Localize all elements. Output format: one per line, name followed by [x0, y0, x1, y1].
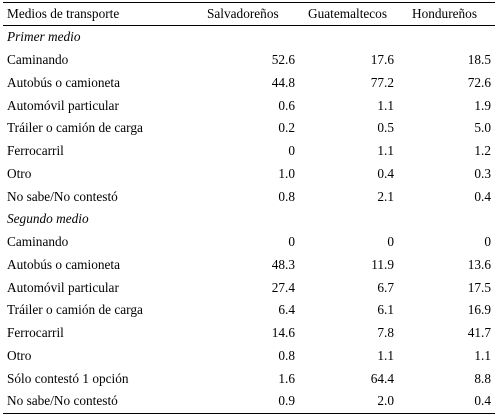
transport-table: Medios de transporte Salvadoreños Guatem…	[3, 2, 495, 414]
row-label: Tráiler o camión de carga	[7, 120, 143, 136]
cell-salvadorenos: 27.4	[271, 279, 295, 295]
table-row: Sólo contestó 1 opción 1.6 64.4 8.8	[3, 367, 495, 390]
cell-guatemaltecos: 2.1	[377, 188, 394, 204]
cell-guatemaltecos: 1.1	[377, 97, 394, 113]
row-label: Caminando	[7, 234, 69, 250]
table-row: Caminando 0 0 0	[3, 231, 495, 254]
table-row: No sabe/No contestó 0.8 2.1 0.4	[3, 185, 495, 208]
cell-guatemaltecos: 2.0	[377, 393, 394, 409]
cell-hondurenos: 13.6	[467, 256, 491, 272]
cell-hondurenos: 8.8	[474, 370, 491, 386]
cell-guatemaltecos: 1.1	[377, 143, 394, 159]
row-label: No sabe/No contestó	[7, 188, 118, 204]
table-row: Otro 0.8 1.1 1.1	[3, 345, 495, 368]
header-salvadorenos: Salvadoreños	[207, 6, 279, 21]
cell-hondurenos: 72.6	[467, 74, 491, 90]
row-label: No sabe/No contestó	[7, 393, 118, 409]
cell-hondurenos: 18.5	[467, 52, 491, 68]
table-row: Caminando 52.6 17.6 18.5	[3, 49, 495, 72]
section-title-row: Primer medio	[3, 26, 495, 49]
table-row: Automóvil particular 27.4 6.7 17.5	[3, 276, 495, 299]
header-hondurenos: Hondureños	[412, 6, 477, 21]
section-title-row: Segundo medio	[3, 208, 495, 231]
cell-salvadorenos: 48.3	[271, 256, 295, 272]
cell-salvadorenos: 52.6	[271, 52, 295, 68]
cell-guatemaltecos: 1.1	[377, 347, 394, 363]
cell-guatemaltecos: 0	[387, 234, 394, 250]
section-title: Segundo medio	[7, 211, 89, 227]
cell-guatemaltecos: 0.5	[377, 120, 394, 136]
table-row: Automóvil particular 0.6 1.1 1.9	[3, 94, 495, 117]
cell-hondurenos: 17.5	[467, 279, 491, 295]
cell-hondurenos: 1.9	[474, 97, 491, 113]
row-label: Automóvil particular	[7, 97, 119, 113]
row-label: Caminando	[7, 52, 69, 68]
cell-guatemaltecos: 11.9	[371, 256, 394, 272]
table-row: Autobús o camioneta 48.3 11.9 13.6	[3, 254, 495, 277]
cell-hondurenos: 0.4	[474, 393, 491, 409]
table-row: Ferrocarril 14.6 7.8 41.7	[3, 322, 495, 345]
cell-hondurenos: 41.7	[467, 325, 491, 341]
cell-salvadorenos: 6.4	[278, 302, 295, 318]
row-label: Autobús o camioneta	[7, 256, 120, 272]
cell-hondurenos: 1.1	[474, 347, 491, 363]
cell-hondurenos: 0.3	[474, 165, 491, 181]
cell-salvadorenos: 0	[288, 143, 295, 159]
cell-salvadorenos: 0	[288, 234, 295, 250]
cell-hondurenos: 1.2	[474, 143, 491, 159]
cell-salvadorenos: 0.2	[278, 120, 295, 136]
row-label: Ferrocarril	[7, 143, 64, 159]
header-guatemaltecos: Guatemaltecos	[308, 6, 388, 21]
cell-guatemaltecos: 77.2	[370, 74, 394, 90]
cell-salvadorenos: 0.8	[278, 188, 295, 204]
cell-hondurenos: 5.0	[474, 120, 491, 136]
table-header-row: Medios de transporte Salvadoreños Guatem…	[3, 3, 495, 26]
cell-hondurenos: 16.9	[467, 302, 491, 318]
cell-salvadorenos: 0.9	[278, 393, 295, 409]
cell-salvadorenos: 14.6	[271, 325, 295, 341]
row-label: Automóvil particular	[7, 279, 119, 295]
row-label: Otro	[7, 347, 32, 363]
cell-hondurenos: 0	[484, 234, 491, 250]
table-row: Tráiler o camión de carga 6.4 6.1 16.9	[3, 299, 495, 322]
section-title: Primer medio	[7, 29, 81, 45]
table-row: No sabe/No contestó 0.9 2.0 0.4	[3, 390, 495, 413]
cell-guatemaltecos: 7.8	[377, 325, 394, 341]
header-transport-means: Medios de transporte	[7, 6, 120, 21]
cell-salvadorenos: 1.6	[278, 370, 295, 386]
cell-guatemaltecos: 64.4	[370, 370, 394, 386]
cell-salvadorenos: 0.8	[278, 347, 295, 363]
row-label: Tráiler o camión de carga	[7, 302, 143, 318]
row-label: Autobús o camioneta	[7, 74, 120, 90]
table-body: Primer medio Caminando 52.6 17.6 18.5 Autobús…	[3, 26, 495, 413]
cell-salvadorenos: 44.8	[271, 74, 295, 90]
table-row: Ferrocarril 0 1.1 1.2	[3, 140, 495, 163]
cell-hondurenos: 0.4	[474, 188, 491, 204]
cell-salvadorenos: 0.6	[278, 97, 295, 113]
row-label: Ferrocarril	[7, 325, 64, 341]
table-row: Autobús o camioneta 44.8 77.2 72.6	[3, 72, 495, 95]
cell-guatemaltecos: 17.6	[370, 52, 394, 68]
table-row: Tráiler o camión de carga 0.2 0.5 5.0	[3, 117, 495, 140]
cell-guatemaltecos: 0.4	[377, 165, 394, 181]
table-row: Otro 1.0 0.4 0.3	[3, 163, 495, 186]
cell-guatemaltecos: 6.7	[377, 279, 394, 295]
row-label: Otro	[7, 165, 32, 181]
row-label: Sólo contestó 1 opción	[7, 370, 129, 386]
cell-guatemaltecos: 6.1	[377, 302, 394, 318]
cell-salvadorenos: 1.0	[278, 165, 295, 181]
